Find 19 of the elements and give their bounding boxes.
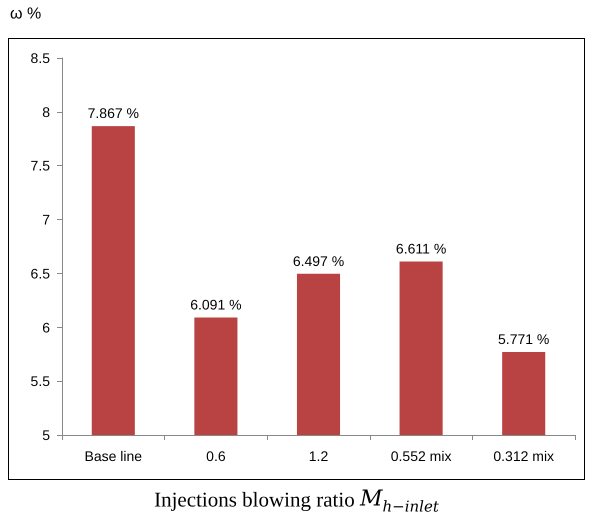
data-label: 6.611 % xyxy=(396,240,446,256)
x-tick-label: 0.312 mix xyxy=(493,448,554,464)
data-label: 7.867 % xyxy=(88,105,139,122)
x-tick-label: 0.6 xyxy=(206,448,226,464)
x-tick-label: 1.2 xyxy=(308,448,328,464)
data-label: 6.497 % xyxy=(292,252,344,269)
y-axis-title: ω % xyxy=(10,6,42,22)
y-tick-label: 8 xyxy=(42,104,50,120)
x-tick-label: 0.552 mix xyxy=(390,448,452,464)
data-label: 5.771 % xyxy=(498,330,550,347)
y-tick-label: 7.5 xyxy=(30,158,50,174)
y-tick-label: 6.5 xyxy=(30,265,50,282)
data-label: 6.091 % xyxy=(190,296,242,312)
y-tick-label: 7 xyxy=(42,212,50,228)
y-tick-label: 5.5 xyxy=(30,373,50,390)
y-tick-label: 6 xyxy=(42,319,50,336)
y-tick-label: 5 xyxy=(42,427,50,443)
x-tick-label: Base line xyxy=(84,448,142,464)
y-tick-label: 8.5 xyxy=(30,50,50,66)
